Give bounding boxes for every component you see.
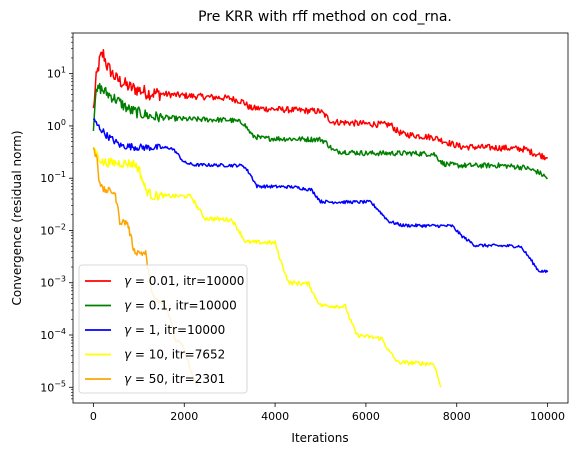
y-tick-label: 101 — [47, 66, 66, 81]
y-tick-label: 10−2 — [40, 222, 66, 237]
legend-label: γ = 50, itr=2301 — [124, 372, 225, 386]
x-axis: 0 2000 4000 6000 8000 10000 — [90, 403, 565, 423]
y-tick-label: 100 — [47, 118, 66, 133]
y-axis-label: Convergence (residual norm) — [10, 130, 24, 305]
x-tick-label: 4000 — [261, 410, 289, 423]
chart-title: Pre KRR with rff method on cod_rna. — [198, 9, 452, 25]
y-tick-label: 10−3 — [40, 275, 66, 290]
plot-frame — [72, 32, 569, 404]
series-line-3 — [92, 147, 442, 388]
y-tick-label: 10−1 — [40, 170, 66, 185]
legend-frame — [78, 264, 248, 394]
y-axis: 10−5 10−4 10−3 10−2 10−1 100 101 — [40, 32, 73, 400]
legend-label: γ = 1, itr=10000 — [124, 323, 225, 337]
series-layer — [92, 48, 549, 388]
series-line-0 — [92, 48, 549, 161]
series-line-1 — [92, 82, 548, 180]
x-tick-label: 2000 — [170, 410, 198, 423]
legend-label: γ = 0.01, itr=10000 — [124, 274, 244, 288]
series-line-2 — [92, 118, 549, 274]
legend-label: γ = 10, itr=7652 — [124, 348, 225, 362]
x-axis-label: Iterations — [291, 431, 348, 445]
y-tick-label: 10−5 — [40, 379, 66, 394]
x-tick-label: 10000 — [530, 410, 565, 423]
legend: γ = 0.01, itr=10000 γ = 0.1, itr=10000 γ =… — [78, 264, 248, 394]
y-tick-label: 10−4 — [40, 327, 66, 342]
legend-label: γ = 0.1, itr=10000 — [124, 299, 237, 313]
x-tick-label: 0 — [90, 410, 97, 423]
x-tick-label: 8000 — [443, 410, 471, 423]
x-tick-label: 6000 — [352, 410, 380, 423]
